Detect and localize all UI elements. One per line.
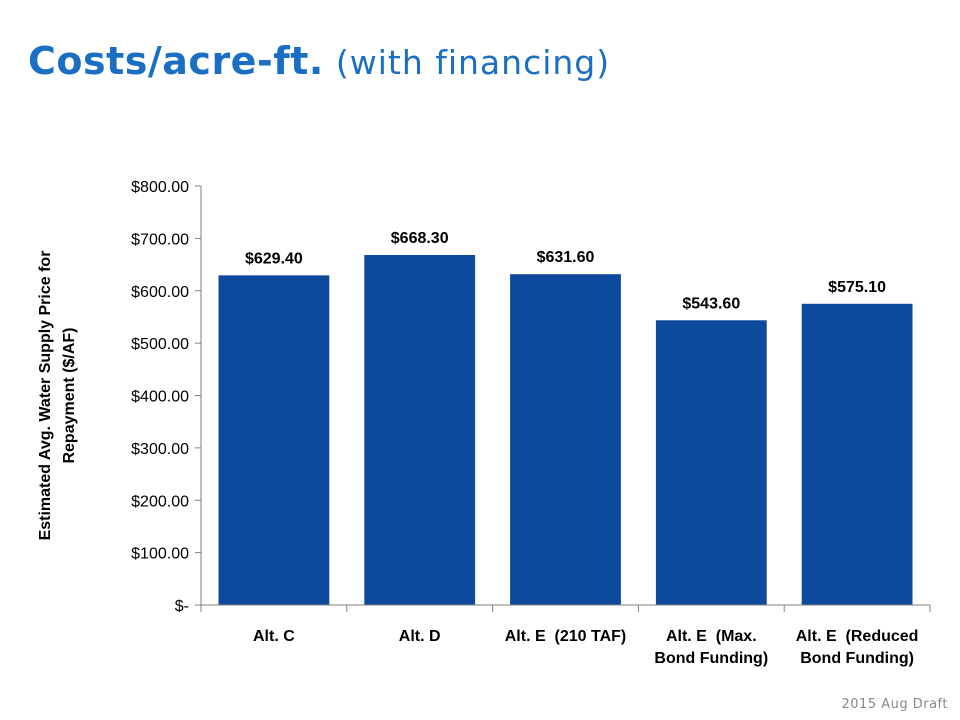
x-category-label: Bond Funding) <box>800 650 914 667</box>
y-tick-label: $200.00 <box>131 493 189 510</box>
title-main: Costs/acre-ft. <box>28 39 324 83</box>
y-tick-label: $600.00 <box>131 284 189 301</box>
bar-value-label: $631.60 <box>537 249 595 266</box>
footer-draft-note: 2015 Aug Draft <box>841 697 948 712</box>
x-category-label: Alt. E (Max. <box>666 628 757 645</box>
y-tick-label: $300.00 <box>131 441 189 458</box>
bar <box>510 274 621 605</box>
bar-value-label: $543.60 <box>682 295 740 312</box>
bars <box>218 254 913 605</box>
y-axis-label-line: Estimated Avg. Water Supply Price for <box>37 251 54 541</box>
bar-value-label: $668.30 <box>391 230 449 247</box>
x-category-label: Alt. C <box>253 628 295 645</box>
y-tick-label: $400.00 <box>131 389 189 406</box>
bar-value-label: $575.10 <box>828 279 886 296</box>
bar-value-label: $629.40 <box>245 250 303 267</box>
y-tick-label: $700.00 <box>131 231 189 248</box>
x-axis-category-labels: Alt. C Alt. D Alt. E (210 TAF) Alt. E (Max.… <box>253 628 918 667</box>
y-tick-label: $500.00 <box>131 336 189 353</box>
x-axis <box>200 604 931 612</box>
bar-value-labels: $629.40 $668.30 $631.60 $543.60 $575.10 <box>245 230 886 312</box>
x-category-label: Alt. D <box>399 628 441 645</box>
bar <box>364 254 476 605</box>
x-category-label: Alt. E (210 TAF) <box>505 628 627 645</box>
title-subtitle: (with financing) <box>335 43 611 82</box>
slide-title: Costs/acre-ft. (with financing) <box>28 36 610 88</box>
x-category-label: Alt. E (Reduced <box>796 628 919 645</box>
bar <box>218 275 330 605</box>
bar <box>801 303 913 605</box>
y-axis-label-line: Repayment ($/AF) <box>61 327 78 463</box>
y-tick-label: $800.00 <box>131 179 189 196</box>
y-tick-label: $100.00 <box>131 546 189 563</box>
bar <box>655 320 767 605</box>
y-axis-label: Estimated Avg. Water Supply Price for Rep… <box>37 251 78 541</box>
y-axis-ticks: $- $100.00 $200.00 $300.00 $400.00 $500.00 $60… <box>131 179 202 615</box>
x-category-label: Bond Funding) <box>654 650 768 667</box>
y-tick-label: $- <box>175 598 189 615</box>
